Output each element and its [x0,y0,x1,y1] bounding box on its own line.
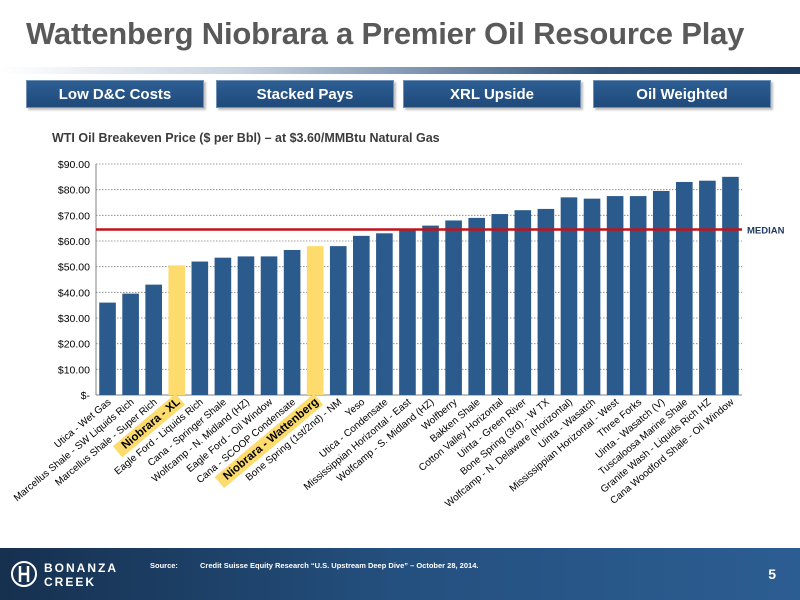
bar [514,210,532,395]
bar [560,197,578,395]
highlight-label-bg [214,393,324,489]
logo-line2: CREEK [44,575,97,589]
bar [399,229,416,395]
y-tick-label: $60.00 [58,236,90,248]
bar [99,302,116,395]
bar [122,293,139,395]
bar [214,257,232,395]
theme-tabs: Low D&C Costs Stacked Pays XRL Upside Oi… [26,80,776,110]
y-tick-label: $80.00 [58,185,90,197]
y-tick-label: $10.00 [58,364,90,376]
bar [491,214,509,395]
tab-xrl-upside: XRL Upside [403,80,581,108]
median-label: MEDIAN [747,225,785,236]
bar [329,246,347,395]
highlight-label-bg [112,393,185,458]
y-tick-label: $90.00 [58,159,90,171]
source-note: Source: Credit Suisse Equity Research “U… [150,561,478,570]
source-label: Source: [150,561,178,570]
bar [583,198,601,395]
chart-title: WTI Oil Breakeven Price ($ per Bbl) – at… [52,131,440,145]
bar [652,190,670,395]
y-tick-label: $30.00 [58,313,90,325]
y-tick-label: $40.00 [58,287,90,299]
logo-mark-icon [11,561,37,587]
tab-oil-weighted: Oil Weighted [593,80,771,108]
bar [306,246,324,395]
tab-stacked-pays: Stacked Pays [216,80,394,108]
y-tick-label: $- [81,390,91,402]
bar [353,235,370,395]
footer-bar: BONANZA CREEK Source: Credit Suisse Equi… [0,548,800,600]
bar [468,217,485,395]
breakeven-bar-chart: $- $10.00 $20.00 $30.00 $40.00 $50.00 $60.00 $7… [12,159,785,510]
page-number: 5 [768,566,776,582]
bar [237,256,255,395]
source-text: Credit Suisse Equity Research “U.S. Upst… [200,561,479,570]
bonanza-creek-logo: BONANZA CREEK [10,558,130,592]
bar [722,176,739,395]
bar [537,208,555,395]
slide-title: Wattenberg Niobrara a Premier Oil Resour… [26,16,745,51]
bar [145,284,162,395]
bar [283,249,301,395]
bar [629,196,647,395]
bar [191,261,209,395]
bar [260,256,278,395]
bar [676,181,693,395]
y-tick-label: $50.00 [58,262,90,274]
bar [606,196,624,395]
bar [376,233,393,395]
bar [699,180,716,395]
bar [445,220,462,395]
title-divider [0,67,800,74]
bar [168,265,186,395]
y-tick-label: $70.00 [58,210,90,222]
tab-low-dc-costs: Low D&C Costs [26,80,204,108]
bar [422,225,439,395]
logo-line1: BONANZA [44,561,118,575]
y-tick-label: $20.00 [58,339,90,351]
